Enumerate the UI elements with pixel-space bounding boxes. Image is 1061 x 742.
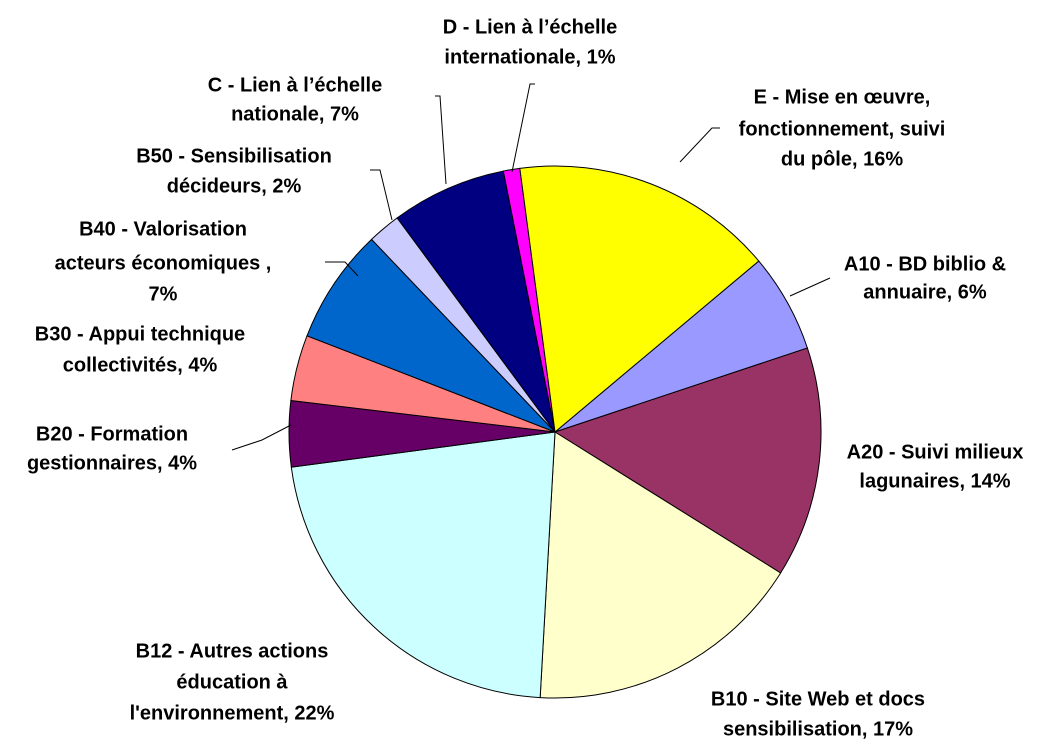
pie-slice (539, 431, 782, 699)
data-label: B50 - Sensibilisation (136, 145, 332, 167)
data-label: nationale, 7% (231, 103, 359, 125)
data-label: l'environnement, 22% (130, 702, 335, 724)
leader-line (789, 277, 831, 297)
leader-line (231, 424, 292, 451)
leader-line (435, 95, 447, 185)
data-label: décideurs, 2% (167, 175, 302, 197)
data-label: annuaire, 6% (863, 281, 987, 303)
data-label: B30 - Appui technique (35, 323, 245, 345)
data-label: B10 - Site Web et docs (711, 688, 925, 710)
data-label: D - Lien à l’échelle (443, 16, 618, 38)
pie-slice (396, 170, 556, 433)
data-label: sensibilisation, 17% (723, 718, 913, 740)
data-label: 7% (149, 283, 178, 305)
data-label: B40 - Valorisation (79, 218, 247, 240)
data-label: du pôle, 16% (781, 148, 903, 170)
data-label: C - Lien à l’échelle (208, 74, 383, 96)
leader-line (325, 261, 359, 277)
data-label: éducation à (176, 671, 288, 693)
data-label: gestionnaires, 4% (27, 452, 197, 474)
data-label: A20 - Suivi milieux (847, 441, 1024, 463)
pie-slice (519, 165, 760, 433)
leader-line (511, 83, 535, 173)
pie-slice (306, 238, 556, 433)
data-label: A10 - BD biblio & (844, 253, 1006, 275)
pie-slice (553, 347, 822, 574)
leader-line (370, 169, 393, 221)
data-label: internationale, 1% (444, 46, 615, 68)
pie-slice (290, 431, 556, 699)
data-label: B20 - Formation (36, 423, 188, 445)
data-label: B12 - Autres actions (136, 640, 329, 662)
data-label: lagunaires, 14% (859, 470, 1010, 492)
data-label: E - Mise en œuvre, (754, 86, 931, 108)
data-label: acteurs économiques , (55, 252, 272, 274)
leader-line (679, 127, 720, 163)
data-label: collectivités, 4% (63, 354, 218, 376)
data-label: fonctionnement, suivi (739, 118, 946, 140)
